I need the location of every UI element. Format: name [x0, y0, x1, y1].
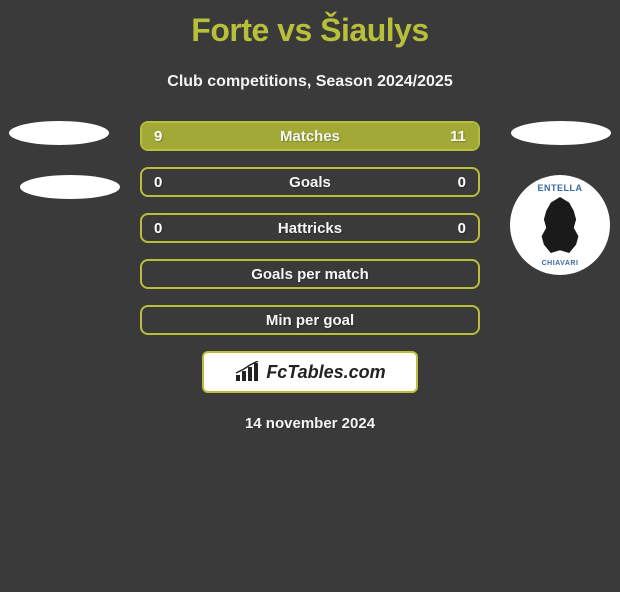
club-badge-right: ENTELLA CHIAVARI — [510, 175, 610, 275]
player-avatar-right — [511, 121, 611, 145]
brand-chart-icon — [234, 361, 262, 383]
stat-fill-left — [142, 123, 293, 149]
stat-label: Min per goal — [266, 312, 354, 329]
club-badge-bottom-text: CHIAVARI — [542, 260, 579, 267]
player-avatar-left — [9, 121, 109, 145]
page-title: Forte vs Šiaulys — [0, 12, 620, 49]
stat-label: Goals — [289, 174, 331, 191]
stats-area: ENTELLA CHIAVARI 9 Matches 11 0 Goals 0 … — [0, 121, 620, 432]
brand-box: FcTables.com — [202, 351, 418, 393]
club-badge-left — [20, 175, 120, 199]
stat-left-value: 0 — [154, 174, 162, 191]
stat-right-value: 0 — [458, 174, 466, 191]
stat-label: Hattricks — [278, 220, 342, 237]
stat-right-value: 11 — [450, 128, 466, 145]
stat-row-goals-per-match: Goals per match — [140, 259, 480, 289]
brand-text: FcTables.com — [266, 362, 385, 383]
stat-left-value: 9 — [154, 128, 162, 145]
snapshot-date: 14 november 2024 — [0, 415, 620, 432]
stat-row-matches: 9 Matches 11 — [140, 121, 480, 151]
stat-row-min-per-goal: Min per goal — [140, 305, 480, 335]
stat-row-goals: 0 Goals 0 — [140, 167, 480, 197]
stat-rows: 9 Matches 11 0 Goals 0 0 Hattricks 0 Goa… — [140, 121, 480, 335]
stat-label: Goals per match — [251, 266, 369, 283]
club-badge-top-text: ENTELLA — [538, 183, 583, 193]
club-badge-silhouette-icon — [537, 197, 583, 253]
stat-row-hattricks: 0 Hattricks 0 — [140, 213, 480, 243]
stat-right-value: 0 — [458, 220, 466, 237]
stat-left-value: 0 — [154, 220, 162, 237]
competition-subtitle: Club competitions, Season 2024/2025 — [0, 73, 620, 91]
stat-label: Matches — [280, 128, 340, 145]
